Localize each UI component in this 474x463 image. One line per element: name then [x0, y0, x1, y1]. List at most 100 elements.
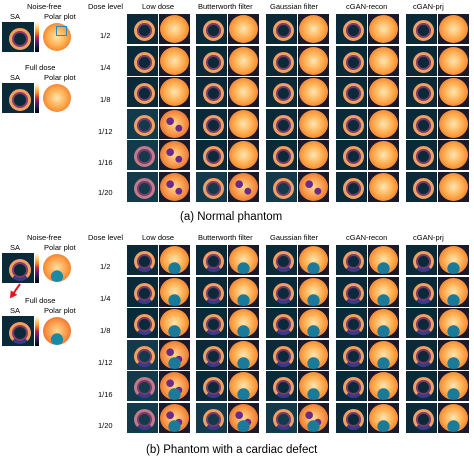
- myocardium-ring: [413, 20, 434, 41]
- color-scale: [35, 83, 39, 113]
- myocardium-ring: [273, 83, 294, 105]
- myocardium-ring: [134, 282, 155, 304]
- myocardium-ring: [343, 409, 364, 430]
- polar-disc: [439, 141, 468, 170]
- polar-disc: [160, 277, 189, 306]
- sa-image: [406, 77, 437, 108]
- sa-image: [266, 77, 297, 108]
- polar-plot: [438, 77, 469, 108]
- polar-disc: [299, 78, 328, 107]
- polar-disc: [229, 340, 258, 369]
- polar-plot: [368, 172, 399, 202]
- polar-plot: [228, 308, 259, 339]
- polar-plot: [438, 371, 469, 402]
- sa-image: [266, 108, 297, 139]
- polar-disc: [369, 246, 398, 274]
- sa-image: [406, 371, 437, 402]
- polar-plot: [159, 371, 190, 402]
- polar-plot: [438, 140, 469, 171]
- polar-disc: [299, 15, 328, 43]
- sa-image: [196, 77, 227, 108]
- dose-label: 1/8: [100, 95, 111, 104]
- polar-disc: [299, 173, 328, 201]
- sa-image: [406, 276, 437, 307]
- myocardium-ring: [273, 51, 294, 73]
- polar-plot-label: Polar plot: [44, 243, 76, 252]
- myocardium-ring: [273, 409, 294, 430]
- dose-label: 1/8: [100, 326, 111, 335]
- myocardium-ring: [413, 314, 434, 336]
- polar-plot: [159, 403, 190, 433]
- polar-disc: [160, 404, 189, 432]
- column-header-cgan-recon: cGAN-recon: [346, 2, 388, 11]
- full-dose-label: Full dose: [25, 296, 56, 305]
- polar-plot: [368, 308, 399, 339]
- myocardium-ring: [203, 345, 224, 367]
- polar-plot: [438, 403, 469, 433]
- polar-plot: [298, 371, 329, 402]
- polar-plot: [368, 245, 399, 275]
- sa-image: [127, 77, 158, 108]
- column-header-butterworth: Butterworth filter: [198, 2, 253, 11]
- polar-disc: [369, 309, 398, 338]
- myocardium-ring: [413, 83, 434, 105]
- myocardium-ring: [343, 114, 364, 136]
- myocardium-ring: [273, 178, 294, 199]
- polar-disc: [439, 15, 468, 43]
- polar-disc: [439, 246, 468, 274]
- sa-image: [266, 276, 297, 307]
- sa-image: [406, 403, 437, 433]
- polar-plot-label: Polar plot: [44, 12, 76, 21]
- noise-free-label: Noise-free: [27, 233, 62, 242]
- polar-disc: [439, 46, 468, 75]
- myocardium-ring: [343, 251, 364, 272]
- polar-disc: [160, 15, 189, 43]
- noise-free-sa-image: [2, 253, 34, 283]
- noise-free-polar-plot: [42, 253, 72, 283]
- dose-label: 1/2: [100, 262, 111, 271]
- sa-image: [406, 308, 437, 339]
- sa-image: [336, 276, 367, 307]
- myocardium-ring: [134, 146, 155, 168]
- polar-plot: [438, 339, 469, 370]
- polar-disc: [160, 246, 189, 274]
- polar-disc: [299, 277, 328, 306]
- myocardium-ring: [413, 51, 434, 73]
- dose-label: 1/12: [98, 127, 113, 136]
- full-dose-polar-plot: [42, 83, 72, 113]
- polar-plot: [438, 276, 469, 307]
- sa-image: [196, 339, 227, 370]
- polar-plot: [298, 308, 329, 339]
- polar-disc: [369, 141, 398, 170]
- sa-image: [266, 14, 297, 44]
- myocardium-ring: [343, 146, 364, 168]
- polar-plot: [368, 14, 399, 44]
- polar-disc: [299, 404, 328, 432]
- full-dose-sa-image: [2, 316, 34, 346]
- polar-disc: [439, 109, 468, 138]
- myocardium-ring: [273, 314, 294, 336]
- dose-label: 1/12: [98, 358, 113, 367]
- polar-plot: [368, 45, 399, 76]
- dose-label: 1/16: [98, 158, 113, 167]
- dose-level-header: Dose level: [88, 233, 124, 242]
- myocardium-ring: [273, 20, 294, 41]
- sa-image: [127, 45, 158, 76]
- polar-plot-label: Polar plot: [44, 73, 76, 82]
- myocardium-ring: [273, 251, 294, 272]
- sa-label: SA: [10, 73, 21, 82]
- myocardium-ring: [203, 178, 224, 199]
- sa-image: [266, 403, 297, 433]
- polar-plot: [438, 308, 469, 339]
- sa-image: [127, 339, 158, 370]
- polar-plot: [159, 77, 190, 108]
- myocardium-ring: [343, 51, 364, 73]
- polar-disc: [160, 141, 189, 170]
- polar-disc: [369, 78, 398, 107]
- myocardium-ring: [203, 409, 224, 430]
- sa-image: [127, 245, 158, 275]
- polar-plot: [298, 403, 329, 433]
- dose-label: 1/4: [100, 294, 111, 303]
- myocardium-ring: [273, 146, 294, 168]
- polar-plot: [298, 172, 329, 202]
